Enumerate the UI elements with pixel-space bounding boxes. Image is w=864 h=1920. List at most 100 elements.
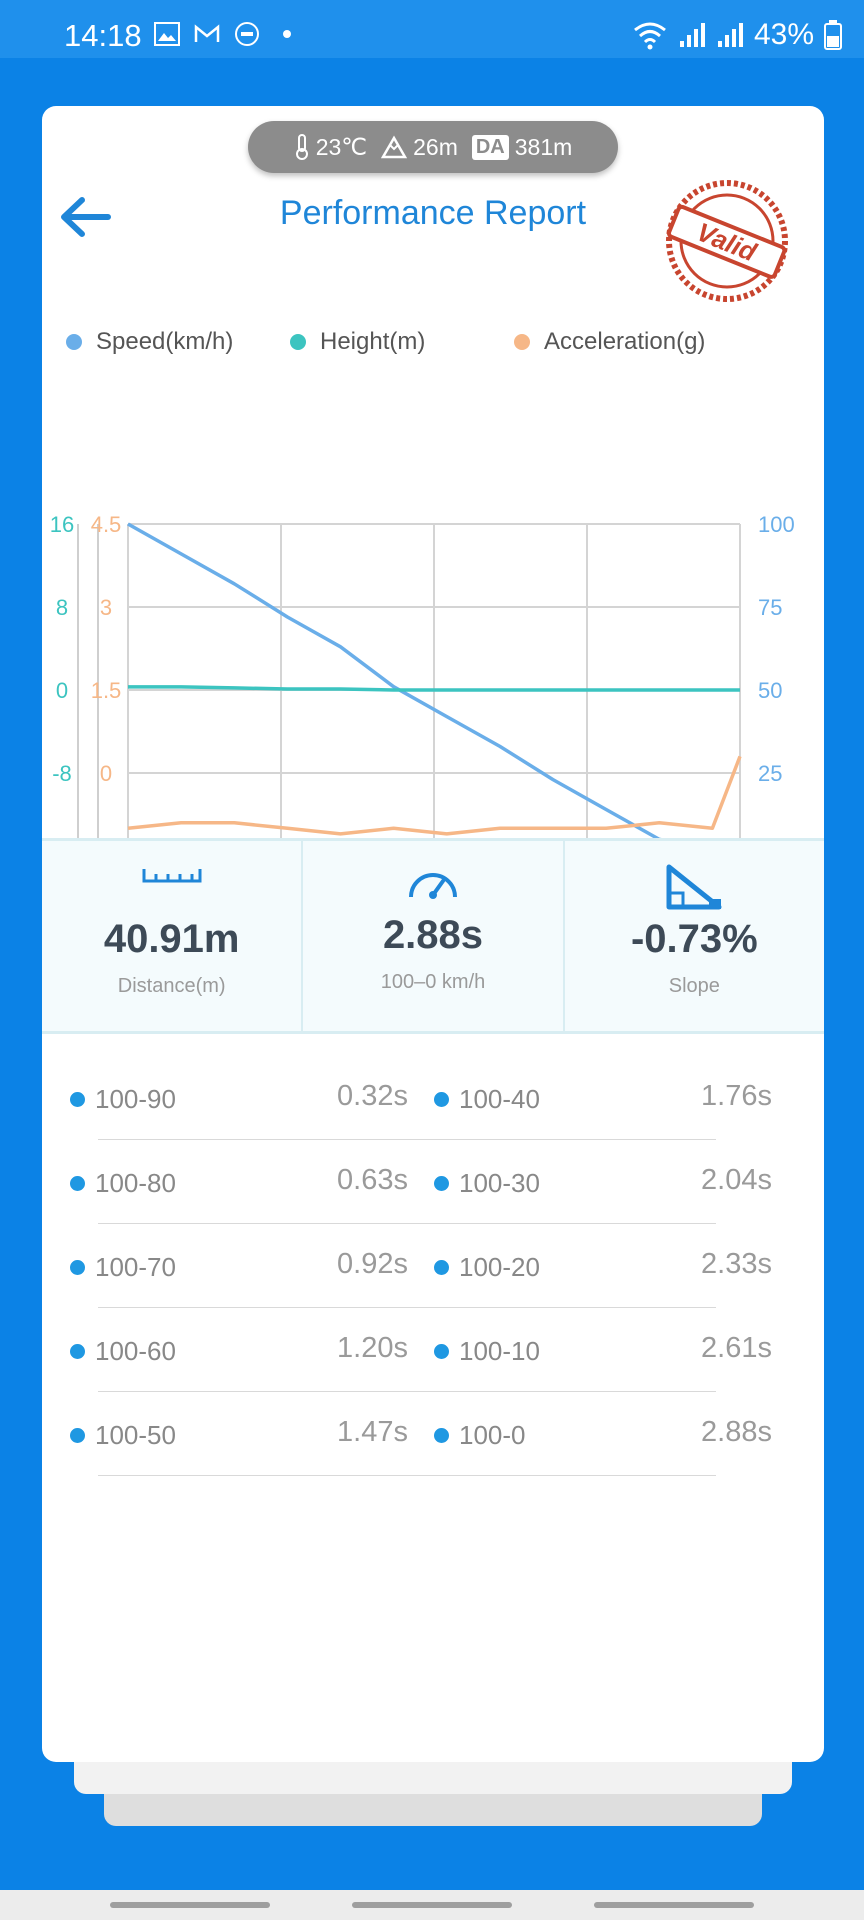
mountain-icon [381,135,408,159]
acceleration-series-line [127,755,742,836]
split-label-right: 100-10 [434,1336,540,1367]
gmail-icon [194,24,220,42]
split-time: 2.33s [701,1248,772,1280]
height-tick-label: -8 [52,761,72,786]
altitude: 26m [381,134,458,161]
slope-icon [666,864,722,910]
split-label: 100-80 [95,1168,176,1198]
split-row: 100-70 0.92s 100-20 2.33s [42,1224,824,1308]
split-row: 100-60 1.20s 100-10 2.61s [42,1308,824,1392]
temperature-value: 23℃ [315,133,368,160]
legend-label: Speed(km/h) [96,328,234,355]
speed-tick-label: 75 [758,595,782,620]
density-altitude: DA 381m [471,133,573,161]
split-time: 1.20s [337,1332,408,1364]
split-dot [70,1260,85,1275]
altitude-value: 26m [413,133,458,160]
legend-label: Acceleration(g) [544,328,706,355]
report-card: 23℃ 26m DA 381m Performance Report Valid… [42,106,824,1762]
stat-value: -0.73% [630,917,758,961]
split-dot [434,1260,449,1275]
split-time: 0.92s [337,1248,408,1280]
stat-label: Slope [668,975,720,997]
split-dot [70,1344,85,1359]
split-label: 100-50 [95,1420,176,1450]
da-badge: DA [471,134,509,160]
split-label-right: 100-30 [434,1168,540,1199]
image-icon [154,22,180,46]
stat-distance: 40.91m Distance(m) [42,841,304,1031]
height-tick-label: 8 [56,595,68,620]
speed-tick-label: 100 [758,512,795,537]
legend-dot [290,334,306,350]
split-times-list: 100-90 0.32s 100-40 1.76s 100-80 0.63s 100-30 2… [42,1056,824,1476]
split-label: 100-0 [459,1420,526,1450]
density-altitude-value: 381m [514,133,573,160]
split-label-right: 100-40 [434,1084,540,1115]
split-label-left: 100-80 [70,1168,176,1199]
split-dot [70,1092,85,1107]
stat-label: 100–0 km/h [380,971,486,993]
system-nav-bar [0,1890,864,1920]
height-tick-label: 0 [56,678,68,703]
split-label: 100-70 [95,1252,176,1282]
split-label: 100-30 [459,1168,540,1198]
back-arrow-icon[interactable] [56,192,116,242]
ruler-icon [142,869,202,883]
legend-label: Height(m) [320,328,426,355]
signal-icon-2 [717,23,743,47]
dot-icon [283,30,291,38]
height-series-line [128,685,740,692]
split-dot [434,1344,449,1359]
legend-height: Height(m) [290,328,514,356]
split-dot [70,1176,85,1191]
summary-stats: 40.91m Distance(m) 2.88s 100–0 km/h -0.7… [42,838,824,1034]
accel-tick-label: 1.5 [91,678,122,703]
height-tick-label: 16 [50,512,74,537]
split-time: 2.61s [701,1332,772,1364]
split-divider [98,1307,716,1308]
split-divider [98,1475,716,1476]
environment-pill: 23℃ 26m DA 381m [248,121,618,173]
legend-dot [514,334,530,350]
split-dot [70,1428,85,1443]
split-dot [434,1092,449,1107]
split-dot [434,1428,449,1443]
nav-home-button[interactable] [352,1902,512,1908]
split-label-left: 100-60 [70,1336,176,1367]
split-label-left: 100-70 [70,1252,176,1283]
split-label-right: 100-20 [434,1252,540,1283]
stat-value: 2.88s [382,913,484,957]
split-label: 100-90 [95,1084,176,1114]
status-time: 14:18 [64,18,142,53]
split-time: 2.88s [701,1416,772,1448]
split-row: 100-50 1.47s 100-0 2.88s [42,1392,824,1476]
split-label: 100-60 [95,1336,176,1366]
page-title: Performance Report [279,194,587,232]
split-divider [98,1391,716,1392]
split-time: 2.04s [701,1164,772,1196]
valid-stamp: Valid [666,180,788,302]
status-bar: 14:18 43% [0,0,864,58]
signal-icon [679,23,705,47]
split-label-left: 100-90 [70,1084,176,1115]
notification-icons [154,22,300,46]
accel-tick-label: 4.5 [91,512,122,537]
nav-recent-button[interactable] [110,1902,270,1908]
legend-dot [66,334,82,350]
nav-back-button[interactable] [594,1902,754,1908]
battery-icon [824,20,842,50]
app-icon [235,22,259,46]
speed-tick-label: 50 [758,678,782,703]
speedometer-icon [408,873,457,899]
accel-tick-label: 0 [100,761,112,786]
split-label-left: 100-50 [70,1420,176,1451]
legend-speed: Speed(km/h) [66,328,290,356]
status-right: 43% [632,18,842,52]
legend-acceleration: Acceleration(g) [514,328,705,356]
split-divider [98,1139,716,1140]
stat-time: 2.88s 100–0 km/h [303,841,565,1031]
wifi-icon [634,22,666,50]
chart-legend: Speed(km/h) Height(m) Acceleration(g) [66,328,705,356]
